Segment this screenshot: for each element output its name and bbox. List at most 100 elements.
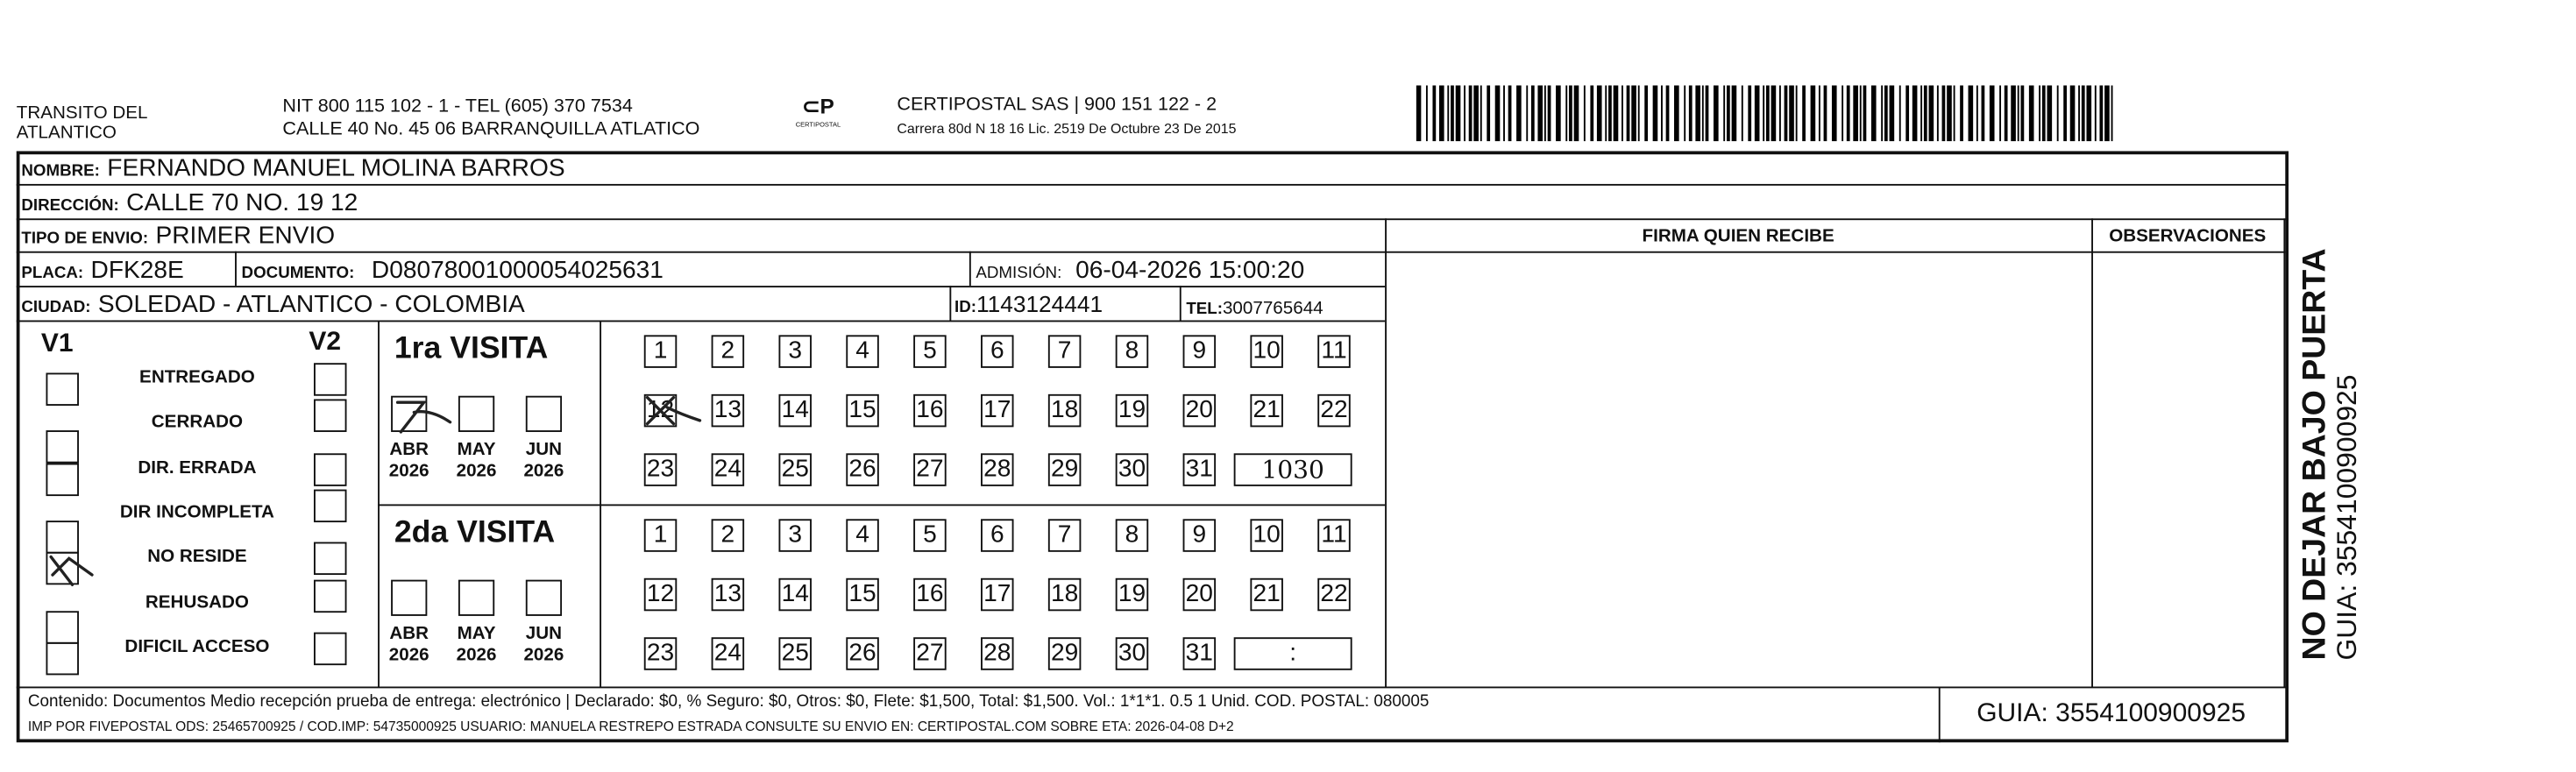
day-box-10[interactable]: 10	[1250, 519, 1283, 552]
day-box-2[interactable]: 2	[711, 519, 745, 552]
day-box-31[interactable]: 31	[1182, 637, 1217, 670]
month-year: 2026	[523, 645, 564, 666]
month-checkbox-may[interactable]	[458, 395, 495, 432]
side-text: NO DEJAR BAJO PUERTA GUIA: 3554100900925	[2296, 167, 2362, 660]
day-box-20[interactable]: 20	[1182, 393, 1217, 428]
visit-title: 1ra VISITA	[394, 331, 549, 366]
signature-area[interactable]	[1385, 251, 2091, 687]
day-box-18[interactable]: 18	[1047, 393, 1082, 428]
day-box-21[interactable]: 21	[1250, 577, 1283, 612]
day-box-29[interactable]: 29	[1047, 453, 1082, 486]
day-box-7[interactable]: 7	[1047, 335, 1082, 368]
day-box-12[interactable]: 12	[643, 577, 678, 612]
day-box-5[interactable]: 5	[913, 519, 947, 552]
observations-area[interactable]	[2091, 251, 2283, 687]
day-box-24[interactable]: 24	[711, 637, 745, 670]
v2-checkbox-cerrado[interactable]	[314, 400, 347, 433]
day-box-11[interactable]: 11	[1317, 519, 1351, 552]
day-box-30[interactable]: 30	[1115, 637, 1149, 670]
month-checkbox-abr[interactable]	[391, 395, 428, 432]
day-box-6[interactable]: 6	[981, 335, 1014, 368]
day-box-29[interactable]: 29	[1047, 637, 1082, 670]
day-box-28[interactable]: 28	[981, 637, 1014, 670]
v1-checkbox-no-reside[interactable]	[46, 552, 79, 585]
day-box-4[interactable]: 4	[846, 335, 879, 368]
v2-checkbox-dificil-acceso[interactable]	[314, 632, 347, 665]
documento-field: DOCUMENTO: D08078001000054025631	[242, 256, 664, 286]
day-box-31[interactable]: 31	[1182, 453, 1217, 486]
day-box-27[interactable]: 27	[913, 637, 947, 670]
time-box[interactable]: :	[1233, 637, 1352, 670]
day-box-2[interactable]: 2	[711, 335, 745, 368]
v1-checkbox-rehusado[interactable]	[46, 610, 79, 643]
v1-checkbox-dir-errada[interactable]	[46, 462, 79, 496]
day-box-25[interactable]: 25	[778, 453, 812, 486]
day-box-20[interactable]: 20	[1182, 577, 1217, 612]
day-box-6[interactable]: 6	[981, 519, 1014, 552]
day-box-24[interactable]: 24	[711, 453, 745, 486]
month-checkbox-jun[interactable]	[525, 579, 563, 616]
day-box-8[interactable]: 8	[1115, 519, 1149, 552]
day-box-19[interactable]: 19	[1115, 393, 1149, 428]
month-checkbox-jun[interactable]	[525, 395, 563, 432]
day-box-18[interactable]: 18	[1047, 577, 1082, 612]
day-box-14[interactable]: 14	[778, 577, 812, 612]
day-box-9[interactable]: 9	[1182, 519, 1217, 552]
status-option: NO RESIDE	[147, 547, 247, 568]
day-box-13[interactable]: 13	[711, 393, 745, 428]
day-box-5[interactable]: 5	[913, 335, 947, 368]
day-box-22[interactable]: 22	[1317, 577, 1351, 612]
month-checkbox-may[interactable]	[458, 579, 495, 616]
day-box-25[interactable]: 25	[778, 637, 812, 670]
day-box-4[interactable]: 4	[846, 519, 879, 552]
footer-imp: IMP POR FIVEPOSTAL ODS: 25465700925 / CO…	[27, 718, 1234, 734]
v2-checkbox-dir-incompleta[interactable]	[314, 489, 347, 522]
day-box-27[interactable]: 27	[913, 453, 947, 486]
ciudad-value: SOLEDAD - ATLANTICO - COLOMBIA	[97, 290, 525, 319]
v1-checkbox-dificil-acceso[interactable]	[46, 641, 79, 675]
day-box-13[interactable]: 13	[711, 577, 745, 612]
day-box-17[interactable]: 17	[981, 577, 1014, 612]
v1-checkbox-entregado[interactable]	[46, 372, 79, 406]
org-contact: NIT 800 115 102 - 1 - TEL (605) 370 7534…	[282, 96, 699, 141]
footer-contenido: Contenido: Documentos Medio recepción pr…	[27, 691, 1430, 712]
ciudad-field: CIUDAD: SOLEDAD - ATLANTICO - COLOMBIA	[21, 291, 524, 321]
day-box-14[interactable]: 14	[778, 393, 812, 428]
day-box-21[interactable]: 21	[1250, 393, 1283, 428]
day-box-12[interactable]: 12	[643, 393, 678, 428]
v1-checkbox-dir-incompleta[interactable]	[46, 520, 79, 554]
day-box-8[interactable]: 8	[1115, 335, 1149, 368]
month-name: ABR	[389, 440, 429, 460]
org-line1: TRANSITO DEL	[16, 103, 148, 124]
day-box-19[interactable]: 19	[1115, 577, 1149, 612]
day-box-16[interactable]: 16	[913, 393, 947, 428]
day-box-26[interactable]: 26	[846, 637, 879, 670]
day-box-28[interactable]: 28	[981, 453, 1014, 486]
month-checkbox-abr[interactable]	[391, 579, 428, 616]
month-label: ABR 2026	[385, 440, 434, 483]
day-box-1[interactable]: 1	[643, 335, 678, 368]
time-box[interactable]: 1030	[1233, 453, 1352, 486]
side-warning: NO DEJAR BAJO PUERTA	[2296, 248, 2333, 661]
day-box-17[interactable]: 17	[981, 393, 1014, 428]
v2-checkbox-no-reside[interactable]	[314, 542, 347, 576]
day-box-3[interactable]: 3	[778, 519, 812, 552]
day-box-3[interactable]: 3	[778, 335, 812, 368]
day-box-1[interactable]: 1	[643, 519, 678, 552]
v2-checkbox-rehusado[interactable]	[314, 578, 347, 613]
day-box-7[interactable]: 7	[1047, 519, 1082, 552]
v1-checkbox-cerrado[interactable]	[46, 430, 79, 464]
day-box-15[interactable]: 15	[846, 393, 879, 428]
day-box-23[interactable]: 23	[643, 453, 678, 486]
v2-checkbox-entregado[interactable]	[314, 363, 347, 396]
day-box-30[interactable]: 30	[1115, 453, 1149, 486]
day-box-16[interactable]: 16	[913, 577, 947, 612]
day-box-23[interactable]: 23	[643, 637, 678, 670]
day-box-15[interactable]: 15	[846, 577, 879, 612]
day-box-9[interactable]: 9	[1182, 335, 1217, 368]
day-box-11[interactable]: 11	[1317, 335, 1351, 368]
day-box-26[interactable]: 26	[846, 453, 879, 486]
day-box-22[interactable]: 22	[1317, 393, 1351, 428]
v2-checkbox-dir-errada[interactable]	[314, 452, 347, 486]
day-box-10[interactable]: 10	[1250, 335, 1283, 368]
